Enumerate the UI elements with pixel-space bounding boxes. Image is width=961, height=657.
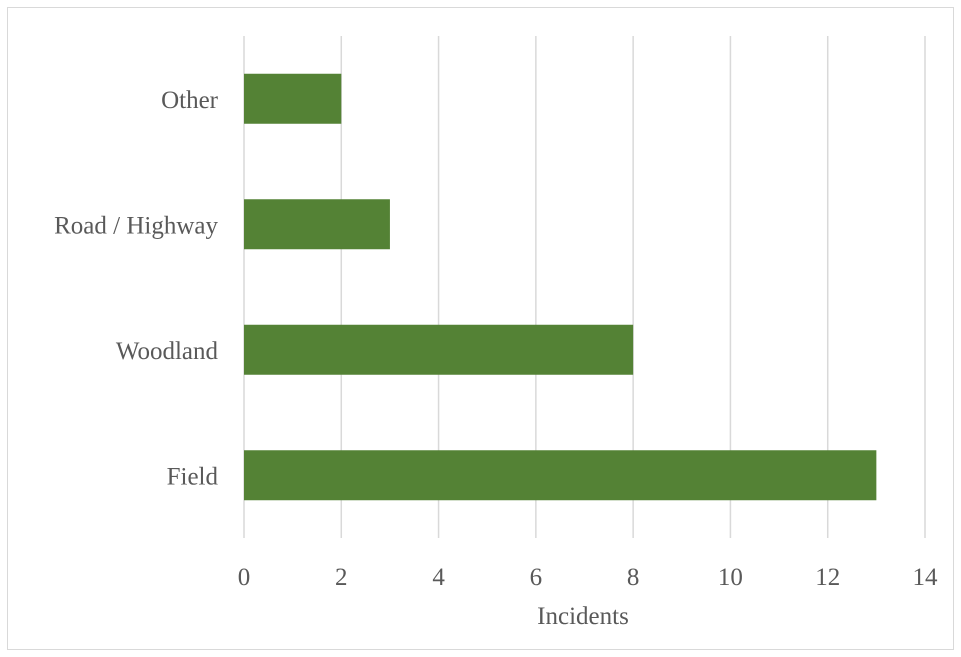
x-tick-label-10: 10 bbox=[718, 564, 743, 591]
category-label-other: Other bbox=[161, 87, 219, 114]
category-label-road-highway: Road / Highway bbox=[54, 212, 218, 239]
x-tick-label-6: 6 bbox=[530, 564, 543, 591]
category-label-field: Field bbox=[167, 463, 219, 490]
bar-road-highway bbox=[244, 199, 390, 250]
x-tick-label-14: 14 bbox=[913, 564, 939, 591]
category-label-woodland: Woodland bbox=[116, 338, 219, 365]
bars bbox=[244, 73, 877, 501]
x-axis-title: Incidents bbox=[537, 603, 629, 630]
x-tick-label-12: 12 bbox=[815, 564, 840, 591]
x-tick-label-2: 2 bbox=[335, 564, 348, 591]
bar-field bbox=[244, 450, 877, 501]
x-tick-label-0: 0 bbox=[238, 564, 251, 591]
x-tick-label-8: 8 bbox=[627, 564, 640, 591]
bar-woodland bbox=[244, 324, 634, 375]
bar-other bbox=[244, 73, 342, 124]
x-tick-label-4: 4 bbox=[432, 564, 445, 591]
category-labels: Other Road / Highway Woodland Field bbox=[54, 87, 219, 491]
x-tick-labels: 0 2 4 6 8 10 12 14 bbox=[238, 564, 938, 591]
